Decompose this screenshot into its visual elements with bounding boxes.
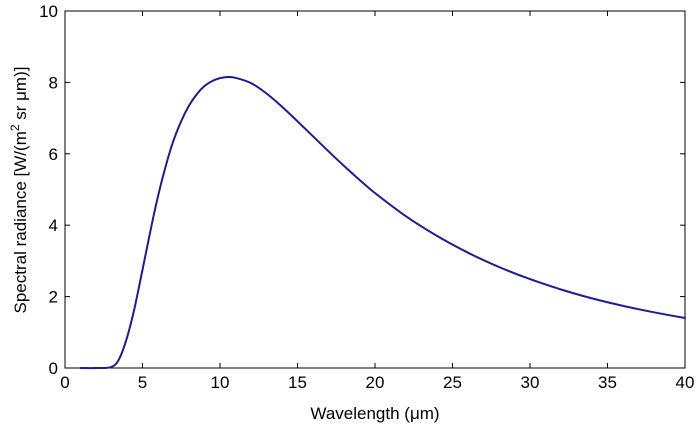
y-tick-labels: 0 2 4 6 8 10 bbox=[39, 2, 58, 378]
series-line bbox=[79, 75, 686, 370]
x-tick-label: 35 bbox=[598, 373, 617, 392]
data-point bbox=[119, 358, 120, 359]
data-point bbox=[468, 252, 469, 253]
data-point bbox=[313, 136, 314, 137]
x-tick-label: 15 bbox=[288, 373, 307, 392]
data-point bbox=[623, 305, 624, 306]
data-point bbox=[220, 78, 221, 79]
y-axis-title-suffix: sr μm)] bbox=[11, 67, 30, 125]
x-axis-title: Wavelength (μm) bbox=[310, 404, 439, 423]
data-point bbox=[204, 86, 205, 87]
data-point bbox=[297, 121, 298, 122]
data-point bbox=[437, 235, 438, 236]
data-point bbox=[359, 179, 360, 180]
data-point bbox=[375, 193, 376, 194]
y-tick-label: 0 bbox=[49, 359, 58, 378]
data-point bbox=[344, 165, 345, 166]
x-tick-label: 20 bbox=[366, 373, 385, 392]
data-point bbox=[282, 106, 283, 107]
data-point bbox=[181, 121, 182, 122]
data-point bbox=[80, 368, 81, 369]
data-point bbox=[685, 318, 686, 319]
y-axis-title-superscript: 2 bbox=[8, 124, 22, 131]
data-point bbox=[96, 368, 97, 369]
x-ticks bbox=[64, 11, 686, 368]
y-tick-label: 2 bbox=[49, 288, 58, 307]
y-axis-title: Spectral radiance [W/(m2 sr μm)] bbox=[8, 67, 30, 314]
x-tick-label: 10 bbox=[211, 373, 230, 392]
data-point bbox=[189, 105, 190, 106]
data-point bbox=[227, 77, 228, 78]
data-point bbox=[158, 196, 159, 197]
data-point bbox=[561, 289, 562, 290]
data-point bbox=[328, 151, 329, 152]
x-tick-label: 30 bbox=[521, 373, 540, 392]
x-tick-label: 40 bbox=[676, 373, 695, 392]
data-point bbox=[127, 337, 128, 338]
x-tick-label: 0 bbox=[60, 373, 69, 392]
y-tick-label: 6 bbox=[49, 145, 58, 164]
data-point bbox=[134, 307, 135, 308]
data-point bbox=[111, 366, 112, 367]
data-point bbox=[592, 298, 593, 299]
y-tick-label: 10 bbox=[39, 2, 58, 21]
x-tick-label: 5 bbox=[138, 373, 147, 392]
x-tick-labels: 0 5 10 15 20 25 30 35 40 bbox=[60, 373, 694, 392]
data-point bbox=[196, 94, 197, 95]
data-point bbox=[235, 77, 236, 78]
y-tick-label: 8 bbox=[49, 73, 58, 92]
data-point bbox=[499, 267, 500, 268]
data-point bbox=[406, 216, 407, 217]
data-point bbox=[142, 269, 143, 270]
y-ticks bbox=[65, 10, 685, 369]
data-point bbox=[251, 83, 252, 84]
y-tick-label: 4 bbox=[49, 216, 58, 235]
x-tick-label: 25 bbox=[443, 373, 462, 392]
data-point bbox=[266, 93, 267, 94]
data-point bbox=[530, 279, 531, 280]
data-point bbox=[212, 81, 213, 82]
data-point bbox=[165, 165, 166, 166]
y-axis-title-prefix: Spectral radiance [W/(m bbox=[11, 131, 30, 313]
data-point bbox=[150, 231, 151, 232]
data-point bbox=[654, 312, 655, 313]
data-point bbox=[173, 140, 174, 141]
plot-area bbox=[64, 10, 686, 369]
